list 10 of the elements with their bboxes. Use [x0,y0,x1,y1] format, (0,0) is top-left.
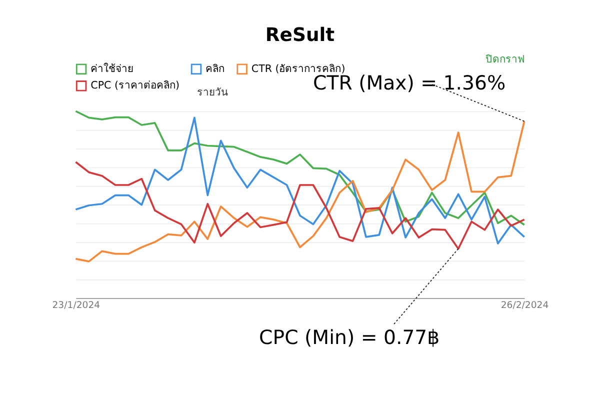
text: รายวัน [197,86,228,98]
legend-label: CTR (อัตราการคลิก) [251,62,346,75]
legend-label: ค่าใช้จ่าย [90,62,134,75]
legend-label: CPC (ราคาต่อคลิก) [90,80,180,92]
chart-title: ReSult [265,25,335,46]
x-tick-label: 26/2/2024 [500,300,549,311]
annotation: CPC (Min) = 0.77฿ [259,326,440,350]
x-tick-label: 23/1/2024 [52,300,100,311]
legend-label: คลิก [206,62,225,75]
text: ปิดกราฟ [485,54,524,66]
